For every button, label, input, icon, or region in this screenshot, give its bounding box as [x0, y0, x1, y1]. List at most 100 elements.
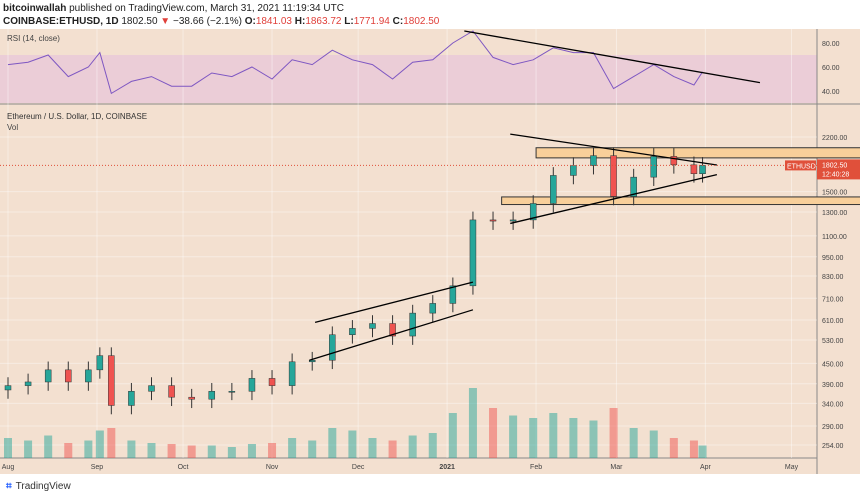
- candle: [208, 391, 216, 400]
- candle: [288, 361, 296, 386]
- high-label: H:: [294, 16, 306, 27]
- trendline: [309, 309, 474, 361]
- trendline: [464, 30, 761, 84]
- candle: [550, 175, 557, 204]
- y-tick-label: 530.00: [822, 338, 844, 345]
- candle: [96, 355, 104, 371]
- chart-title: Ethereum / U.S. Dollar, 1D, COINBASE: [7, 112, 147, 121]
- rsi-band: [0, 55, 817, 103]
- volume-bar: [649, 430, 658, 458]
- volume-bar: [368, 438, 377, 458]
- x-tick-label: Feb: [530, 464, 542, 471]
- low-label: L:: [344, 16, 354, 27]
- price-axis: [817, 29, 860, 474]
- ohlc-line: COINBASE:ETHUSD, 1D 1802.50 ▼ −38.66 (−2…: [3, 16, 439, 27]
- symbol: COINBASE:ETHUSD, 1D: [3, 16, 119, 27]
- volume-bar: [489, 408, 498, 458]
- candle: [24, 381, 32, 386]
- volume-bar: [227, 447, 236, 458]
- volume-bar: [509, 415, 518, 458]
- volume-bar: [328, 428, 337, 458]
- candle: [590, 155, 597, 166]
- volume-bar: [107, 428, 116, 458]
- candle: [409, 312, 416, 337]
- tradingview-icon: ⌗: [6, 481, 12, 492]
- candle: [449, 285, 457, 304]
- volume-bar: [388, 440, 397, 458]
- rsi-tick-label: 80.00: [822, 41, 840, 48]
- y-tick-label: 2200.00: [822, 135, 847, 142]
- volume-bar: [589, 420, 598, 458]
- volume-bar: [127, 440, 136, 458]
- y-tick-label: 1300.00: [822, 210, 847, 217]
- change: −38.66 (−2.1%): [172, 16, 242, 27]
- volume-bar: [348, 430, 357, 458]
- x-tick-label: 2021: [439, 464, 455, 471]
- open-label: O:: [244, 16, 256, 27]
- volume-bar: [468, 388, 477, 458]
- candle: [670, 156, 678, 166]
- trendline: [510, 133, 717, 166]
- volume-bar: [408, 435, 417, 458]
- x-tick-label: May: [785, 464, 799, 471]
- candle: [329, 334, 336, 361]
- y-tick-label: 290.00: [822, 424, 844, 431]
- volume-bar: [288, 438, 297, 458]
- candle: [429, 303, 437, 314]
- price-tag-countdown: 12:40:28: [822, 171, 849, 178]
- brand-name: TradingView: [15, 481, 71, 492]
- y-tick-label: 830.00: [822, 274, 844, 281]
- candle: [610, 155, 617, 197]
- volume-bar: [44, 435, 53, 458]
- trendline: [314, 281, 474, 323]
- volume-bar: [629, 428, 638, 458]
- candle: [529, 203, 537, 221]
- volume-bar: [187, 445, 196, 458]
- down-arrow-icon: ▼: [160, 16, 171, 27]
- y-tick-label: 710.00: [822, 296, 844, 303]
- volume-bar: [308, 440, 317, 458]
- candle: [85, 369, 92, 383]
- y-tick-label: 950.00: [822, 255, 844, 262]
- rsi-line: [7, 30, 703, 95]
- volume-bar: [529, 418, 538, 458]
- candle: [4, 385, 12, 391]
- candle: [349, 328, 356, 335]
- volume-bar: [549, 413, 558, 458]
- candle: [509, 219, 517, 222]
- rsi-tick-label: 40.00: [822, 89, 840, 96]
- author[interactable]: bitcoinwallah: [3, 3, 67, 14]
- price-zone: [535, 147, 860, 159]
- x-tick-label: Nov: [266, 464, 279, 471]
- trendline: [510, 173, 718, 225]
- volume-bar: [95, 430, 104, 458]
- candle: [308, 359, 316, 363]
- volume-bar: [24, 440, 33, 458]
- high-value: 1863.72: [305, 16, 342, 27]
- candle: [699, 165, 706, 175]
- candle: [369, 323, 376, 329]
- publish-line: bitcoinwallah published on TradingView.c…: [3, 3, 344, 14]
- volume-bar: [207, 445, 216, 458]
- candle: [108, 355, 115, 406]
- rsi-label: RSI (14, close): [7, 34, 60, 43]
- y-tick-label: 254.00: [822, 443, 844, 450]
- volume-bar: [4, 438, 12, 458]
- close-label: C:: [392, 16, 404, 27]
- price-tag: [817, 159, 860, 180]
- candle: [630, 176, 637, 197]
- volume-bar: [689, 440, 698, 458]
- candle: [268, 378, 276, 386]
- low-value: 1771.94: [353, 16, 390, 27]
- volume-bar: [698, 445, 707, 458]
- candle: [469, 219, 477, 287]
- candle: [44, 369, 52, 383]
- y-tick-label: 1500.00: [822, 190, 847, 197]
- x-tick-label: Dec: [352, 464, 365, 471]
- candle: [650, 156, 657, 178]
- x-tick-label: Sep: [91, 464, 104, 471]
- chart-area[interactable]: Aug Sep Oct Nov Dec 2021 Feb Mar Apr May 2200.00 15…: [0, 29, 860, 474]
- volume-bar: [428, 433, 437, 458]
- volume-bar: [268, 443, 277, 458]
- tradingview-logo[interactable]: ⌗ TradingView: [6, 481, 71, 492]
